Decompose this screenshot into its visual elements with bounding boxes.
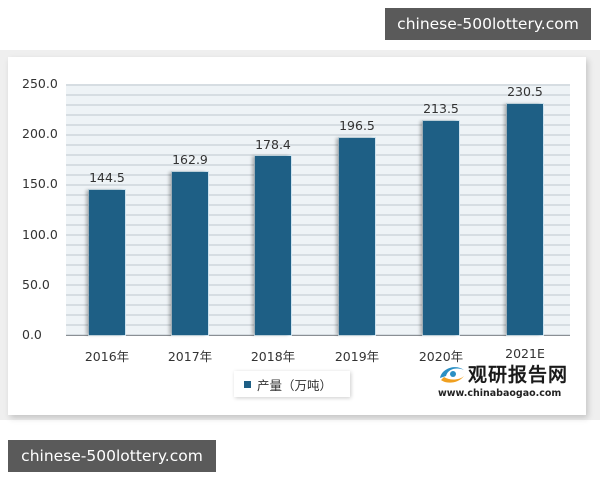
watermark-top: chinese-500lottery.com	[385, 8, 591, 40]
bar-value-label: 144.5	[89, 170, 125, 185]
legend[interactable]: 产量（万吨）	[234, 371, 350, 397]
y-tick: 100.0	[22, 227, 58, 242]
brand-url: www.chinabaogao.com	[438, 388, 562, 399]
y-tick: 200.0	[22, 126, 58, 141]
bar-2021e[interactable]	[507, 104, 543, 335]
bar-2016[interactable]	[89, 190, 125, 335]
x-tick: 2021E	[505, 346, 545, 361]
watermark-bottom-text: chinese-500lottery.com	[21, 447, 203, 465]
y-tick: 50.0	[22, 277, 50, 292]
bar-value-label: 213.5	[423, 101, 459, 116]
x-tick: 2016年	[84, 349, 130, 364]
x-tick: 2020年	[418, 349, 464, 364]
brand-logo: 观研报告网 www.chinabaogao.com	[436, 360, 586, 408]
y-tick: 250.0	[22, 76, 58, 91]
bar-2020[interactable]	[423, 121, 459, 335]
bar-2018[interactable]	[255, 156, 291, 335]
y-tick: 150.0	[22, 176, 58, 191]
x-tick: 2018年	[250, 349, 296, 364]
y-tick: 0.0	[22, 327, 42, 342]
watermark-bottom: chinese-500lottery.com	[8, 440, 216, 472]
bar-value-label: 178.4	[255, 137, 291, 152]
plot-area	[66, 84, 570, 335]
bar-value-label: 196.5	[339, 118, 375, 133]
brand-name: 观研报告网	[468, 364, 569, 386]
bar-value-label: 162.9	[172, 152, 208, 167]
watermark-top-text: chinese-500lottery.com	[397, 15, 579, 33]
swirl-logo-icon	[440, 367, 464, 383]
x-axis-line	[66, 335, 570, 336]
bar-2017[interactable]	[172, 172, 208, 335]
legend-label: 产量（万吨）	[257, 377, 333, 393]
x-tick: 2019年	[334, 349, 380, 364]
bar-2019[interactable]	[339, 138, 375, 335]
legend-swatch-icon	[244, 380, 251, 388]
x-tick: 2017年	[167, 349, 213, 364]
bar-value-label: 230.5	[507, 84, 543, 99]
